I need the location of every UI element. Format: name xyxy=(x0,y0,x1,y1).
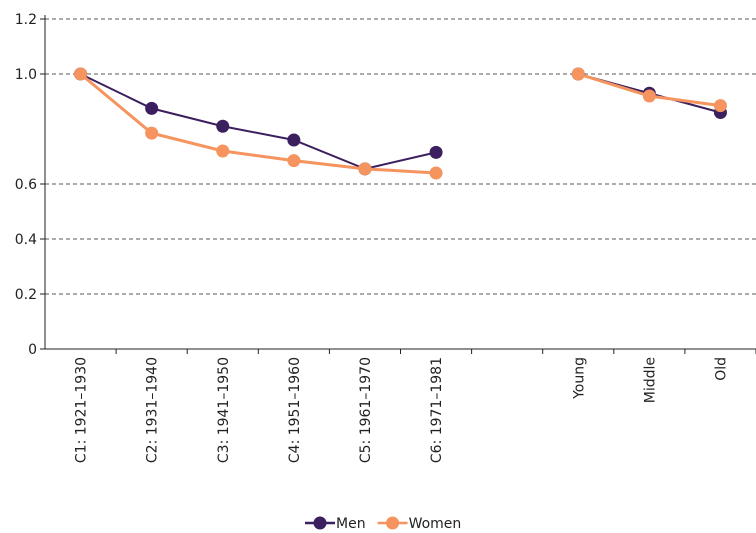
point xyxy=(642,89,656,103)
y-tick-label: 0 xyxy=(28,342,37,358)
y-tick-label: 0.2 xyxy=(15,287,37,303)
x-tick-label: C6: 1971–1981 xyxy=(429,357,445,463)
y-tick-label: 1.0 xyxy=(15,67,37,83)
x-tick-label: C5: 1961–1970 xyxy=(358,357,374,463)
x-tick-label: C3: 1941–1950 xyxy=(216,357,232,463)
point xyxy=(713,99,727,113)
y-tick-label: 0.6 xyxy=(15,177,37,193)
legend-label: Women xyxy=(409,516,462,532)
y-tick-label: 0.4 xyxy=(15,232,37,248)
y-tick-label: 1.2 xyxy=(15,12,37,28)
x-tick-label: C2: 1931–1940 xyxy=(145,357,161,463)
x-tick-label: C4: 1951–1960 xyxy=(287,357,303,463)
legend-marker xyxy=(386,516,400,530)
legend-marker xyxy=(313,516,327,530)
x-tick-label: Old xyxy=(713,357,729,381)
point xyxy=(216,144,230,158)
point xyxy=(145,101,159,115)
point xyxy=(429,166,443,180)
point xyxy=(145,126,159,140)
x-tick-label: C1: 1921–1930 xyxy=(74,357,90,463)
point xyxy=(429,145,443,159)
point xyxy=(74,67,88,81)
point xyxy=(287,154,301,168)
point xyxy=(358,162,372,176)
x-tick-label: Middle xyxy=(642,357,658,403)
x-tick-label: Young xyxy=(571,357,587,400)
point xyxy=(571,67,585,81)
point xyxy=(216,119,230,133)
legend-label: Men xyxy=(336,516,366,532)
series-line xyxy=(79,72,721,175)
point xyxy=(287,133,301,147)
